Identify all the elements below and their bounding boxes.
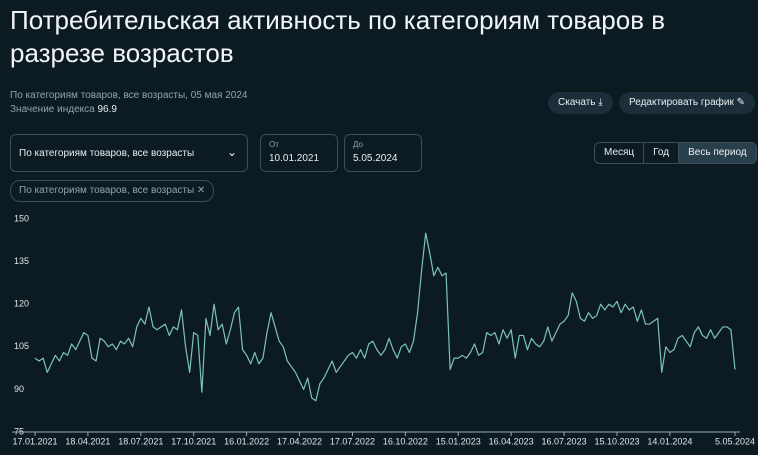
y-tick-label: 75 xyxy=(14,426,24,436)
x-tick-label: 16.01.2022 xyxy=(224,436,269,446)
from-value: 10.01.2021 xyxy=(269,153,320,164)
period-switch: Месяц Год Весь период xyxy=(594,142,757,164)
data-line xyxy=(34,232,736,402)
x-tick-label: 16.07.2023 xyxy=(542,436,587,446)
chip-text: По категориям товаров, все возрасты xyxy=(19,185,195,196)
x-tick-label: 14.01.2024 xyxy=(647,436,692,446)
x-tick-label: 18.04.2021 xyxy=(65,436,110,446)
chart: 75 90 105 120 135 150 17.01.2021 18.04.2021 18.0… xyxy=(12,213,755,446)
y-tick-label: 105 xyxy=(14,341,29,351)
x-tick-label: 17.01.2021 xyxy=(12,436,57,446)
x-tick-label: 15.10.2023 xyxy=(594,436,639,446)
x-tick-label: 5.05.2024 xyxy=(715,436,755,446)
x-tick-label: 16.04.2023 xyxy=(489,436,534,446)
from-label: От xyxy=(269,140,279,149)
category-select[interactable]: По категориям товаров, все возрасты ⌄ xyxy=(10,134,248,172)
y-tick-label: 135 xyxy=(14,256,29,266)
x-tick-label: 16.10.2022 xyxy=(383,436,428,446)
to-value: 5.05.2024 xyxy=(353,153,398,164)
y-tick-label: 120 xyxy=(14,299,29,309)
x-tick-label: 17.10.2021 xyxy=(171,436,216,446)
chevron: ⌄ xyxy=(226,145,237,159)
edit-button[interactable]: Редактировать график ✎ xyxy=(619,92,755,114)
y-tick-label: 90 xyxy=(14,384,24,394)
x-tick-label: 17.04.2022 xyxy=(277,436,322,446)
select-text: По категориям товаров, все возрасты xyxy=(19,148,195,159)
period-button[interactable]: Весь период xyxy=(679,143,756,163)
x-tick-label: 15.01.2023 xyxy=(436,436,481,446)
x-tick-label: 18.07.2021 xyxy=(118,436,163,446)
y-tick-label: 150 xyxy=(14,213,29,223)
period-button[interactable]: Год xyxy=(644,143,680,163)
index-info: Значение индекса 96.9 xyxy=(10,104,117,115)
index-value: 96.9 xyxy=(97,104,117,115)
filter-chip[interactable]: По категориям товаров, все возрасты ✕ xyxy=(10,180,215,202)
download-text: Скачать xyxy=(558,97,596,108)
edit-text: Редактировать график xyxy=(629,97,734,108)
to-label: До xyxy=(353,140,363,149)
from-field[interactable]: От 10.01.2021 xyxy=(260,134,338,172)
page-title: Потребительская активность по категориям… xyxy=(10,5,666,68)
period-button[interactable]: Месяц xyxy=(595,143,645,163)
index-label: Значение индекса xyxy=(10,104,95,115)
to-field[interactable]: До 5.05.2024 xyxy=(344,134,422,172)
download-button[interactable]: Скачать ⤓ xyxy=(548,92,613,114)
x-tick-label: 17.07.2022 xyxy=(330,436,375,446)
subtitle: По категориям товаров, все возрасты, 05 … xyxy=(10,90,248,101)
